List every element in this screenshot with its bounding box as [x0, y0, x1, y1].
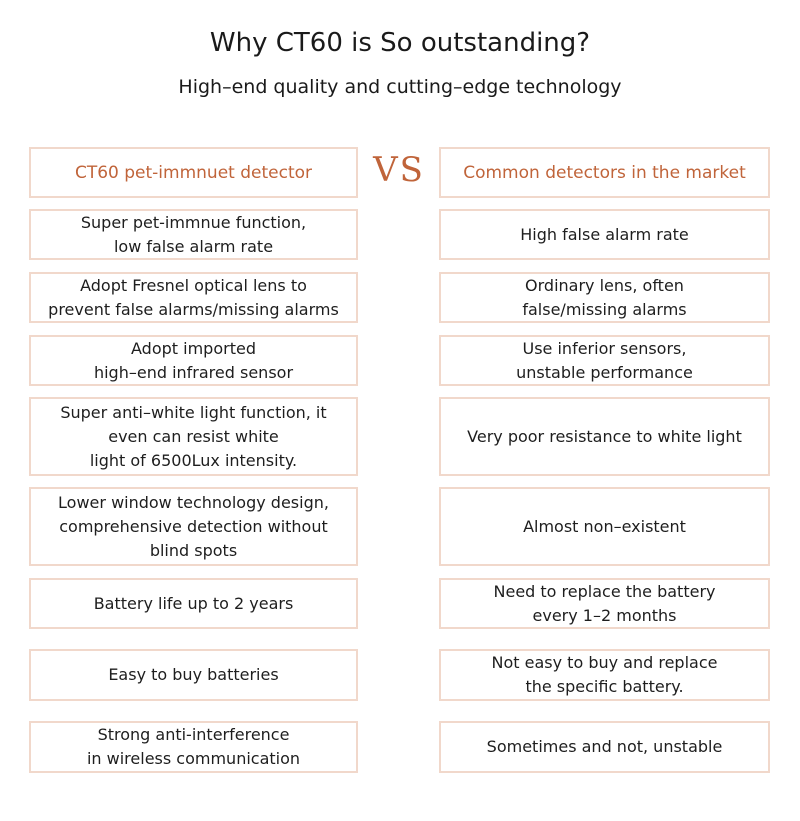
ct60-feature-row-1: Super pet-immnue function, low false ala…: [29, 209, 358, 260]
common-feature-row-5: Almost non–existent: [439, 487, 770, 566]
common-feature-row-7: Not easy to buy and replace the specific…: [439, 649, 770, 701]
ct60-feature-row-6: Battery life up to 2 years: [29, 578, 358, 629]
vs-label: VS: [373, 150, 425, 190]
common-feature-row-8: Sometimes and not, unstable: [439, 721, 770, 773]
ct60-feature-row-8: Strong anti-interference in wireless com…: [29, 721, 358, 773]
common-feature-row-6: Need to replace the battery every 1–2 mo…: [439, 578, 770, 629]
common-feature-row-3: Use inferior sensors, unstable performan…: [439, 335, 770, 386]
right-column-header: Common detectors in the market: [439, 147, 770, 198]
common-feature-row-2: Ordinary lens, often false/missing alarm…: [439, 272, 770, 323]
page-title: Why CT60 is So outstanding?: [209, 28, 591, 58]
ct60-feature-row-3: Adopt imported high–end infrared sensor: [29, 335, 358, 386]
page-subtitle: High–end quality and cutting–edge techno…: [178, 76, 622, 98]
ct60-feature-row-5: Lower window technology design, comprehe…: [29, 487, 358, 566]
ct60-feature-row-4: Super anti–white light function, it even…: [29, 397, 358, 476]
ct60-feature-row-7: Easy to buy batteries: [29, 649, 358, 701]
common-feature-row-4: Very poor resistance to white light: [439, 397, 770, 476]
common-feature-row-1: High false alarm rate: [439, 209, 770, 260]
ct60-feature-row-2: Adopt Fresnel optical lens to prevent fa…: [29, 272, 358, 323]
left-column-header: CT60 pet-immnuet detector: [29, 147, 358, 198]
